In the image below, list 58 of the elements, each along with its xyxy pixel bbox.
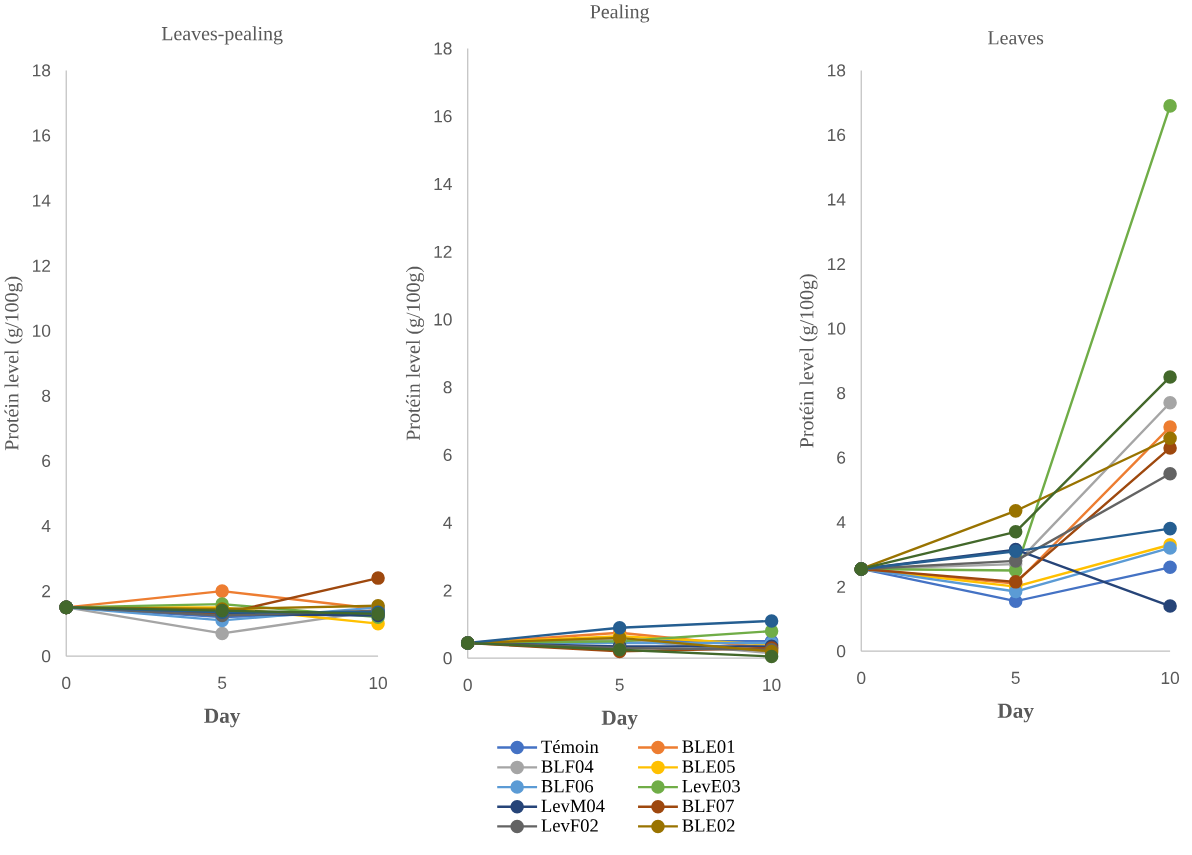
y-tick-label: 8 — [837, 386, 846, 399]
chart-title: Pealing — [590, 4, 650, 23]
x-tick-label: 0 — [463, 678, 472, 691]
legend-label: LevE03 — [682, 779, 740, 793]
y-tick-label: 10 — [33, 324, 51, 337]
legend-label: Témoin — [541, 739, 599, 753]
y-tick-label: 18 — [434, 42, 452, 55]
y-tick-label: 16 — [33, 129, 51, 142]
y-tick-label: 8 — [42, 389, 51, 402]
y-tick-label: 4 — [41, 519, 51, 532]
y-tick-label: 18 — [828, 64, 846, 77]
x-tick-label: 10 — [763, 678, 781, 691]
legend-label: BLF06 — [541, 779, 594, 793]
x-axis-title: Day — [601, 710, 638, 730]
y-tick-label: 0 — [443, 651, 452, 665]
legend-label: LevF02 — [541, 819, 598, 832]
x-tick-label: 0 — [857, 671, 866, 684]
y-tick-label: 0 — [836, 644, 846, 658]
chart-title: Leaves — [988, 31, 1044, 45]
y-tick-label: 4 — [836, 516, 846, 528]
y-tick-label: 14 — [828, 193, 846, 206]
y-tick-label: 16 — [828, 128, 846, 141]
y-tick-label: 0 — [41, 649, 51, 663]
y-tick-label: 12 — [828, 257, 846, 270]
y-tick-label: 12 — [434, 245, 452, 258]
x-tick-label: 5 — [615, 678, 624, 691]
x-axis-title: Day — [204, 708, 241, 728]
y-axis-title: Protéin level (g/100g) — [799, 274, 818, 448]
x-axis-title: Day — [997, 703, 1034, 723]
y-tick-label: 18 — [33, 64, 51, 77]
x-tick-label: 5 — [1011, 671, 1020, 684]
y-tick-label: 2 — [443, 584, 452, 597]
y-axis-title: Protéin level (g/100g) — [4, 276, 23, 450]
x-tick-label: 0 — [62, 676, 71, 689]
y-tick-label: 14 — [434, 177, 452, 190]
legend-label: BLE05 — [682, 760, 735, 773]
legend-label: BLE02 — [682, 819, 735, 832]
y-tick-label: 2 — [837, 580, 846, 593]
y-tick-label: 10 — [434, 313, 452, 326]
y-tick-label: 8 — [443, 380, 452, 394]
y-tick-label: 14 — [33, 194, 51, 207]
y-tick-label: 6 — [443, 448, 452, 461]
y-tick-label: 6 — [837, 451, 846, 464]
y-axis-title: Protéin level (g/100g) — [405, 266, 425, 440]
chart-title: Leaves-pealing — [161, 26, 283, 45]
y-tick-label: 4 — [443, 516, 452, 529]
y-tick-label: 2 — [42, 584, 51, 597]
legend-label: BLF04 — [541, 760, 594, 773]
legend-label: LevM04 — [541, 799, 605, 812]
y-tick-label: 12 — [33, 259, 51, 272]
y-tick-label: 6 — [42, 454, 51, 467]
y-tick-label: 16 — [434, 109, 452, 123]
legend-label: BLE01 — [682, 740, 735, 753]
x-tick-label: 5 — [218, 676, 227, 689]
x-tick-label: 10 — [1161, 671, 1180, 684]
x-tick-label: 10 — [369, 676, 387, 689]
legend-label: BLF07 — [682, 799, 734, 812]
y-tick-label: 10 — [828, 322, 846, 335]
